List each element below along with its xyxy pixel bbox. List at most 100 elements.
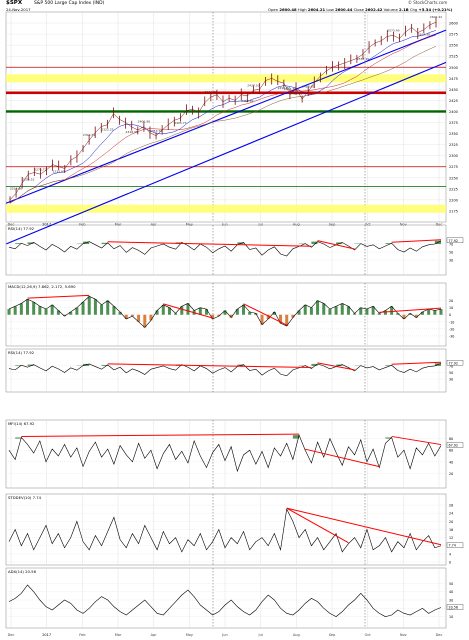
indicator-tick-label: 10 — [449, 615, 453, 619]
price-annotation: 2405.77 — [174, 121, 186, 125]
panel-frame — [5, 567, 447, 629]
indicator-tick-label: 0 — [449, 313, 451, 317]
macd-histogram-bar — [322, 303, 326, 315]
price-tick-label: 2400 — [449, 110, 458, 114]
macd-histogram-bar — [161, 304, 165, 315]
divergence-trendline — [391, 435, 442, 446]
indicator-tick-label: 24 — [449, 512, 453, 516]
macd-histogram-bar — [44, 309, 48, 315]
price-tick-label: 2350 — [449, 132, 458, 136]
macd-histogram-bar — [297, 310, 301, 315]
price-annotation: 2353.78 — [150, 129, 162, 133]
indicator-tick-label: 20 — [449, 472, 453, 476]
macd-histogram-bar — [217, 314, 221, 317]
indicator-tick-label: 4 — [449, 552, 451, 556]
indicator-tick-label: -30 — [449, 334, 454, 338]
price-annotation: 2344.51 — [83, 133, 95, 137]
macd-histogram-bar — [303, 304, 307, 315]
last-value-box — [446, 604, 464, 610]
month-label-bottom: Sep — [329, 633, 336, 637]
last-value-label: 7.74 — [449, 544, 456, 548]
overbought-fill — [101, 242, 108, 244]
last-value-box — [446, 360, 464, 366]
symbol-label: $SPX — [6, 0, 23, 6]
month-label-top: Nov — [400, 223, 407, 227]
panel-title: RSI(14) 77.92 — [8, 226, 35, 231]
overbought-fill — [336, 364, 343, 366]
macd-histogram-bar — [38, 306, 42, 315]
indicator-tick-label: 16 — [449, 528, 453, 532]
indicator-tick-label: 80 — [449, 437, 453, 441]
price-tick-label: 2175 — [449, 209, 458, 213]
month-label-bottom: Apr — [151, 633, 158, 637]
macd-histogram-bar — [19, 303, 23, 315]
chart-header: $SPX S&P 500 Large Cap Index (IND) © Sto… — [0, 0, 469, 12]
last-value-label: 77.92 — [449, 361, 458, 365]
channel-lower — [5, 61, 447, 245]
index-name: S&P 500 Large Cap Index (IND) — [34, 1, 105, 6]
macd-histogram-bar — [235, 309, 239, 315]
divergence-trendline — [21, 433, 300, 437]
indicator-tick-label: 20 — [449, 299, 453, 303]
panel-frame — [5, 419, 447, 489]
indicator-tick-label: 60 — [449, 449, 453, 453]
macd-histogram-bar — [137, 314, 141, 322]
price-annotation: 2233.62 — [52, 170, 64, 174]
price-annotation: 2483.01 — [290, 91, 302, 95]
panel-title: STDDEV(10) 7.74 — [8, 495, 42, 500]
month-label-top: Apr — [151, 223, 158, 227]
yellow-band — [6, 74, 446, 83]
panel-title: MACD(12,26,9) 7.862, 2.172, 5.690 — [8, 284, 76, 289]
price-annotation: 2416.79 — [205, 90, 217, 94]
overbought-fill — [292, 435, 300, 439]
overbought-fill — [101, 364, 108, 366]
price-annotation: 2602.42 — [430, 15, 442, 19]
indicator-tick-label: 10 — [449, 306, 453, 310]
overbought-fill — [237, 242, 244, 244]
macd-histogram-bar — [316, 300, 320, 315]
month-label-bottom: Aug — [293, 633, 300, 637]
macd-histogram-bar — [211, 314, 215, 319]
indicator-tick-label: 30 — [449, 378, 453, 382]
indicator-line — [8, 434, 442, 473]
macd-histogram-bar — [334, 306, 338, 315]
macd-histogram-bar — [204, 309, 208, 315]
indicator-tick-label: 50 — [449, 371, 453, 375]
month-label-top: Sep — [329, 223, 336, 227]
date-label: 24-Nov-2017 — [6, 7, 31, 12]
macd-histogram-bar — [149, 314, 153, 321]
divergence-trendline — [243, 303, 287, 326]
macd-histogram-bar — [112, 306, 116, 315]
price-annotation: 2259.53 — [22, 177, 34, 181]
indicator-tick-label: 0 — [449, 561, 451, 565]
divergence-trendline — [305, 448, 380, 468]
price-annotation: 2557.45 — [357, 57, 369, 61]
indicator-tick-label: 30 — [449, 259, 453, 263]
price-annotation: 2573.49 — [387, 28, 399, 32]
month-label-top: Mar — [115, 223, 122, 227]
macd-histogram-bar — [167, 307, 171, 315]
indicator-tick-label: 50 — [449, 251, 453, 255]
yellow-band — [6, 204, 446, 213]
price-tick-label: 2500 — [449, 66, 458, 70]
overbought-fill — [336, 242, 343, 244]
last-value-box — [446, 237, 464, 244]
month-label-bottom: 2017 — [42, 633, 51, 637]
overbought-fill — [311, 363, 318, 366]
month-label-top: May — [186, 223, 193, 227]
resistance-level-thick — [6, 91, 446, 95]
indicator-tick-label: 20 — [449, 520, 453, 524]
last-value-box — [446, 542, 464, 548]
divergence-trendline — [27, 294, 90, 299]
macd-histogram-bar — [272, 311, 276, 315]
macd-histogram-bar — [408, 313, 412, 315]
price-annotation: 2437.03 — [247, 83, 259, 87]
overbought-fill — [385, 437, 392, 439]
price-tick-label: 2250 — [449, 176, 458, 180]
macd-histogram-bar — [229, 314, 233, 318]
macd-histogram-bar — [63, 314, 67, 317]
price-annotation: 2453.82 — [241, 99, 253, 103]
macd-histogram-bar — [340, 303, 344, 315]
macd-histogram-bar — [420, 311, 424, 315]
